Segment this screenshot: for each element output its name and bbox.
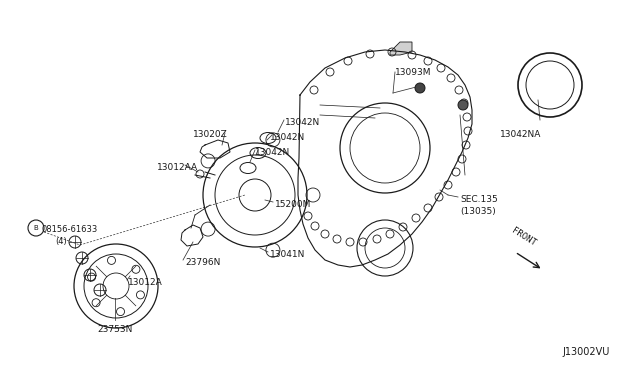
Text: 15200M: 15200M xyxy=(275,200,312,209)
Text: 13012A: 13012A xyxy=(128,278,163,287)
Polygon shape xyxy=(390,42,412,55)
Text: (4): (4) xyxy=(55,237,67,246)
Text: FRONT: FRONT xyxy=(510,226,538,248)
Text: 13041N: 13041N xyxy=(270,250,305,259)
Text: B: B xyxy=(34,225,38,231)
Circle shape xyxy=(458,100,468,110)
Text: 13042N: 13042N xyxy=(270,133,305,142)
Text: 13042NA: 13042NA xyxy=(500,130,541,139)
Text: 23796N: 23796N xyxy=(185,258,220,267)
Text: 13042N: 13042N xyxy=(285,118,320,127)
Text: (13035): (13035) xyxy=(460,207,496,216)
Text: SEC.135: SEC.135 xyxy=(460,195,498,204)
Text: 13012AA: 13012AA xyxy=(157,163,198,172)
Text: 13093M: 13093M xyxy=(395,68,431,77)
Text: 13042N: 13042N xyxy=(255,148,291,157)
Text: J13002VU: J13002VU xyxy=(563,347,610,357)
Text: 23753N: 23753N xyxy=(97,325,132,334)
Text: 13020Z: 13020Z xyxy=(193,130,228,139)
Text: 08156-61633: 08156-61633 xyxy=(42,225,99,234)
Circle shape xyxy=(415,83,425,93)
